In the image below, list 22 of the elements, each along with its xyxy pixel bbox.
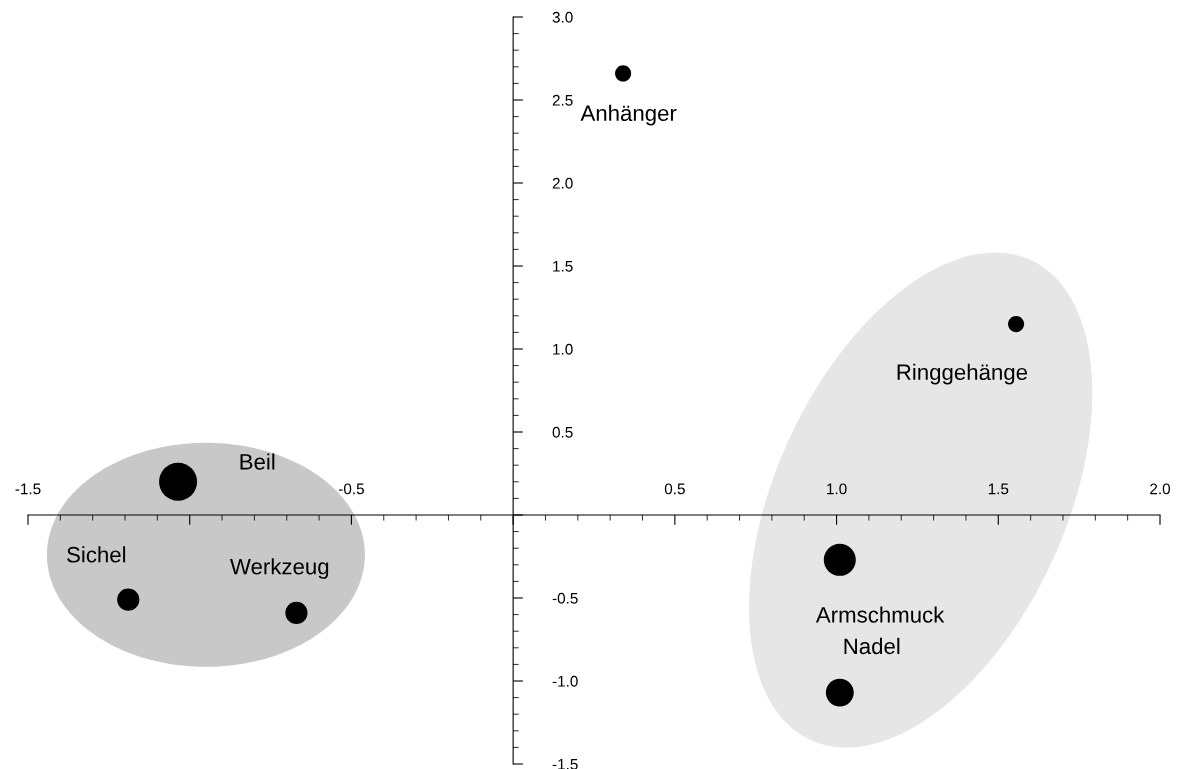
annotation: Nadel (844, 637, 900, 655)
x-tick-label: -0.5 (338, 483, 364, 495)
x-tick-label: 1.0 (827, 483, 847, 495)
y-tick-label: 3.0 (552, 11, 573, 23)
y-tick-label: 2.5 (552, 94, 573, 106)
x-tick-label: 0.5 (664, 483, 685, 495)
y-tick-label: 0.5 (552, 426, 573, 438)
x-tick-label: 2.0 (1150, 483, 1171, 495)
y-tick-label: -1.5 (552, 759, 578, 769)
y-tick-label: -0.5 (552, 592, 578, 604)
x-tick-label: -1.5 (15, 483, 41, 495)
annotation: Sichel (67, 546, 126, 563)
y-tick-label: -1.0 (552, 675, 578, 687)
annotation: Beil (240, 453, 275, 470)
y-tick-label: 2.0 (552, 177, 573, 189)
annotation: Anhänger (580, 104, 677, 126)
x-tick-label: 1.5 (988, 483, 1009, 495)
annotation: Werkzeug (230, 558, 329, 579)
y-tick-label: 1.5 (553, 261, 573, 272)
annotation: Ringgehänge (897, 363, 1028, 385)
annotation: Armschmuck (815, 606, 945, 623)
y-tick-label: 1.0 (553, 343, 573, 355)
